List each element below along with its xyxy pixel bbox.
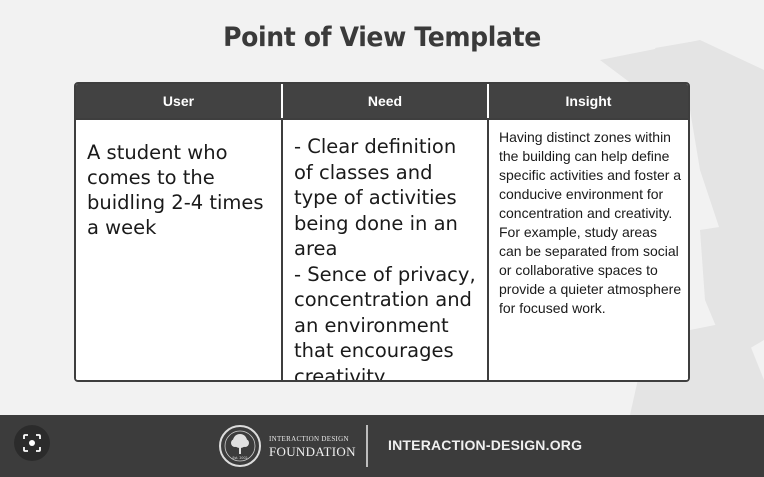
header-insight: Insight bbox=[487, 84, 688, 118]
header-user: User bbox=[76, 84, 281, 118]
background-decoration bbox=[600, 40, 764, 415]
visual-search-button[interactable] bbox=[14, 425, 50, 461]
need-item: - Sence of privacy, concentration and an… bbox=[294, 262, 476, 382]
cell-insight: Having distinct zones within the buildin… bbox=[487, 118, 688, 380]
cell-user: A student who comes to the buidling 2-4 … bbox=[76, 118, 281, 380]
page-title: Point of View Template bbox=[223, 22, 541, 53]
logo-est-text: Est. 2002 bbox=[232, 456, 247, 460]
tree-emblem-icon: Est. 2002 bbox=[219, 425, 261, 467]
footer-divider bbox=[366, 425, 368, 467]
footer-bar: Est. 2002 INTERACTION DESIGN FOUNDATION … bbox=[0, 415, 764, 477]
cell-need: - Clear definition of classes and type o… bbox=[281, 118, 487, 382]
header-need: Need bbox=[281, 84, 487, 118]
logo-text-line1: INTERACTION DESIGN bbox=[269, 435, 349, 443]
point-of-view-table: User Need Insight A student who comes to… bbox=[74, 82, 690, 382]
site-url: INTERACTION-DESIGN.ORG bbox=[388, 437, 583, 453]
need-item: - Clear definition of classes and type o… bbox=[294, 135, 458, 260]
visual-search-icon bbox=[23, 434, 41, 452]
logo-text-line2: FOUNDATION bbox=[269, 444, 356, 459]
